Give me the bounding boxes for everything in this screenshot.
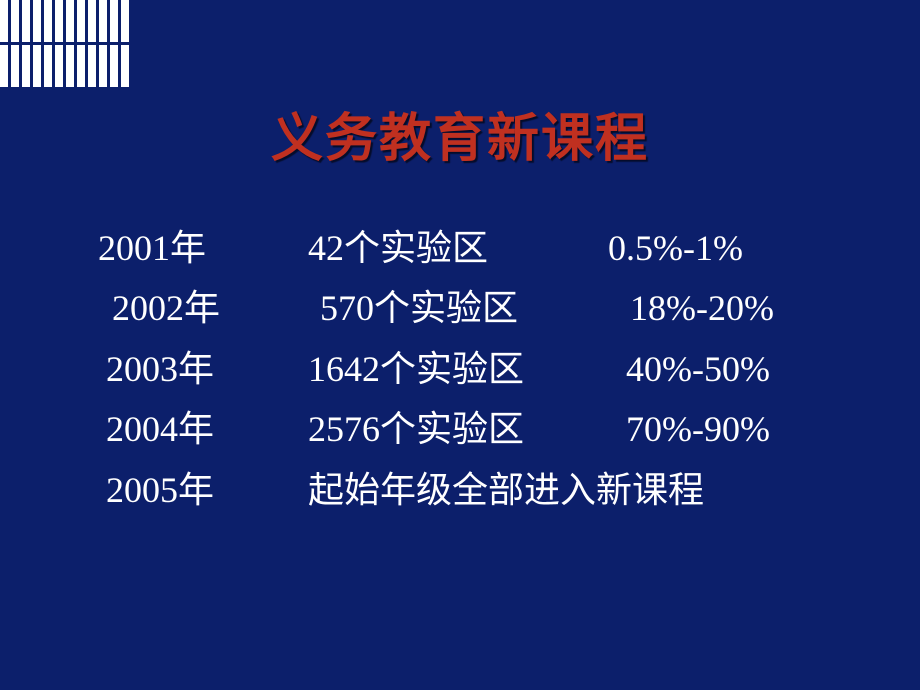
corner-stripes-decoration xyxy=(0,0,129,87)
table-row: 2004年 2576个实验区 70%-90% xyxy=(88,399,848,459)
cell-year: 2003年 xyxy=(88,339,308,399)
cell-pct: 70%-90% xyxy=(608,399,828,459)
cell-zones: 42个实验区 xyxy=(308,218,608,278)
table-row: 2001年 42个实验区 0.5%-1% xyxy=(88,218,848,278)
cell-year: 2004年 xyxy=(88,399,308,459)
cell-pct: 0.5%-1% xyxy=(608,218,828,278)
cell-year: 2002年 xyxy=(88,278,308,338)
table-row: 2002年 570个实验区 18%-20% xyxy=(88,278,848,338)
table-row: 2003年 1642个实验区 40%-50% xyxy=(88,339,848,399)
stripe-row xyxy=(0,45,129,87)
cell-zones: 1642个实验区 xyxy=(308,339,608,399)
cell-pct: 40%-50% xyxy=(608,339,828,399)
cell-zones: 2576个实验区 xyxy=(308,399,608,459)
cell-year: 2001年 xyxy=(88,218,308,278)
cell-pct: 18%-20% xyxy=(608,278,828,338)
cell-note: 起始年级全部进入新课程 xyxy=(308,460,828,520)
cell-zones: 570个实验区 xyxy=(308,278,608,338)
slide-title: 义务教育新课程 xyxy=(0,96,920,171)
table-row-final: 2005年 起始年级全部进入新课程 xyxy=(88,460,848,520)
cell-year: 2005年 xyxy=(88,460,308,520)
data-table: 2001年 42个实验区 0.5%-1% 2002年 570个实验区 18%-2… xyxy=(88,218,848,520)
stripe-row xyxy=(0,0,129,42)
